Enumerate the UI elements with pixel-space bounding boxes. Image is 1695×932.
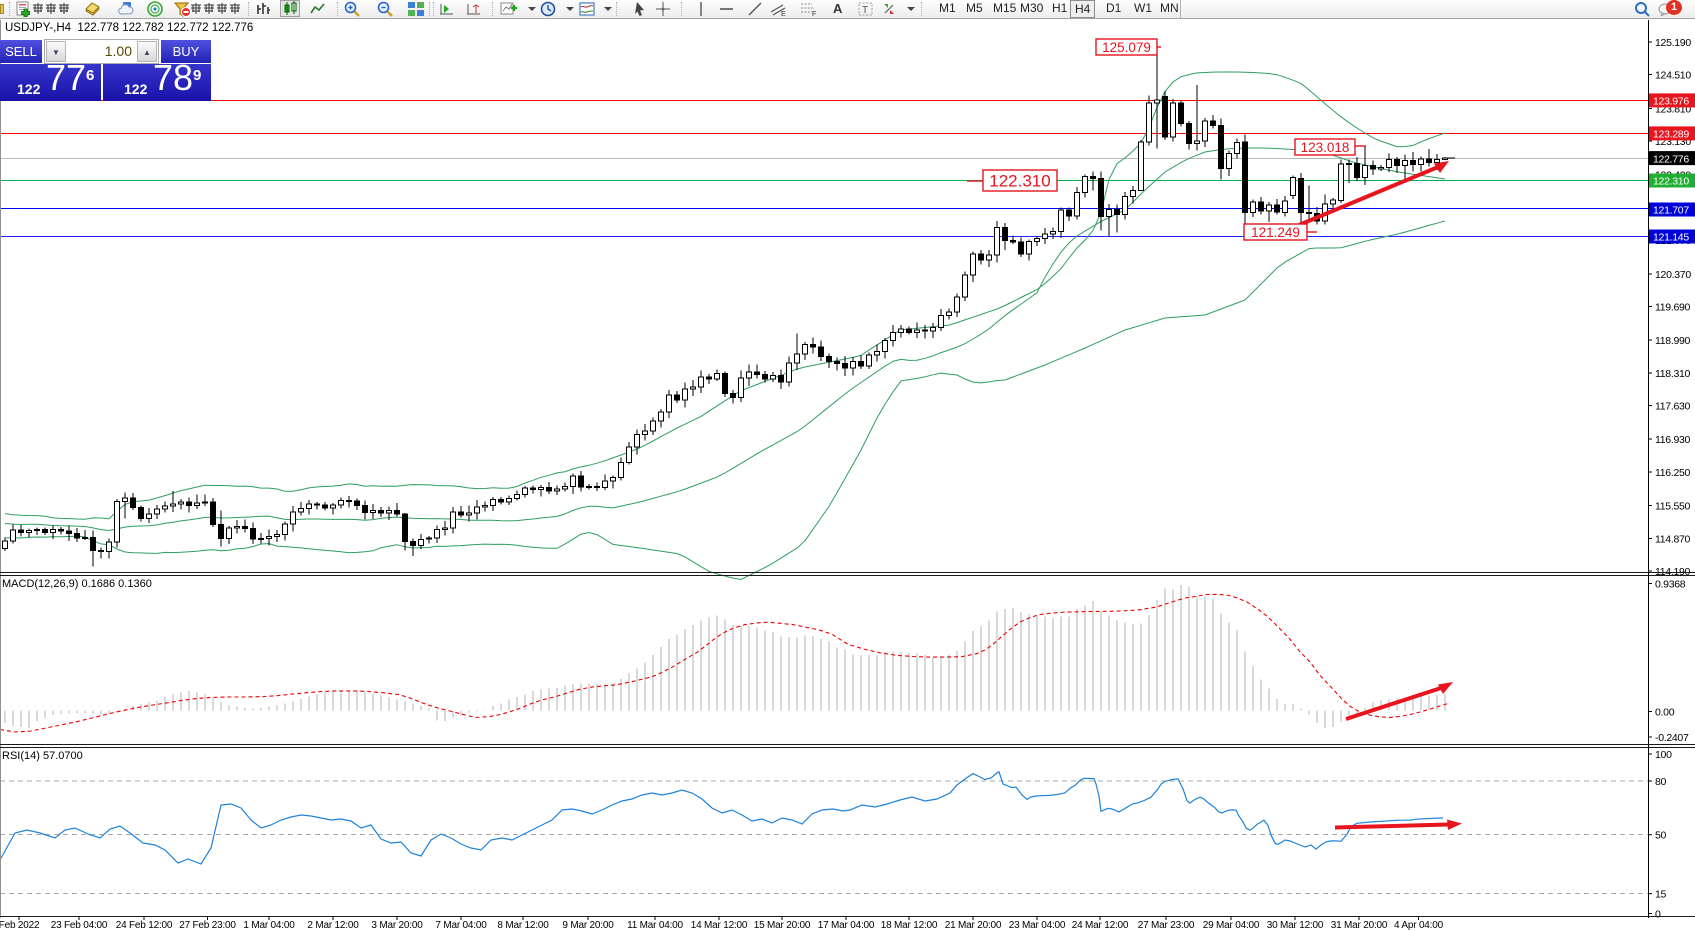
svg-text:30 Mar 12:00: 30 Mar 12:00: [1267, 920, 1324, 931]
svg-text:116.930: 116.930: [1655, 434, 1691, 446]
svg-text:17 Mar 04:00: 17 Mar 04:00: [818, 920, 875, 931]
svg-text:121.707: 121.707: [1653, 205, 1689, 217]
svg-text:120.370: 120.370: [1655, 269, 1691, 281]
svg-text:E: E: [781, 11, 786, 17]
svg-text:122.310: 122.310: [1653, 176, 1689, 188]
svg-text:124.510: 124.510: [1655, 70, 1691, 82]
svg-text:23 Mar 04:00: 23 Mar 04:00: [1009, 920, 1066, 931]
svg-text:114.870: 114.870: [1655, 533, 1691, 545]
svg-text:15: 15: [1655, 889, 1667, 901]
svg-text:50: 50: [1655, 830, 1667, 842]
svg-text:123.976: 123.976: [1653, 96, 1689, 108]
svg-text:100: 100: [1655, 749, 1672, 761]
svg-text:3 Mar 20:00: 3 Mar 20:00: [371, 920, 423, 931]
svg-text:2 Mar 12:00: 2 Mar 12:00: [307, 920, 359, 931]
svg-text:125.190: 125.190: [1655, 37, 1691, 49]
svg-text:11 Mar 04:00: 11 Mar 04:00: [627, 920, 683, 931]
svg-text:122.310: 122.310: [989, 172, 1050, 191]
svg-text:0.9368: 0.9368: [1655, 579, 1686, 591]
svg-text:4 Apr 04:00: 4 Apr 04:00: [1394, 920, 1444, 931]
svg-text:24 Mar 12:00: 24 Mar 12:00: [1072, 920, 1129, 931]
svg-text:7 Mar 04:00: 7 Mar 04:00: [435, 920, 487, 931]
svg-text:8 Mar 12:00: 8 Mar 12:00: [497, 920, 549, 931]
svg-text:117.630: 117.630: [1655, 401, 1691, 413]
svg-text:80: 80: [1655, 776, 1667, 788]
svg-text:Feb 2022: Feb 2022: [0, 920, 40, 931]
svg-text:T: T: [862, 5, 868, 16]
svg-text:18 Mar 12:00: 18 Mar 12:00: [881, 920, 938, 931]
svg-text:23 Feb 04:00: 23 Feb 04:00: [51, 920, 108, 931]
svg-text:1 Mar 04:00: 1 Mar 04:00: [243, 920, 295, 931]
svg-text:119.690: 119.690: [1655, 302, 1691, 314]
svg-text:-0.2407: -0.2407: [1655, 732, 1689, 744]
svg-text:0: 0: [1655, 909, 1661, 921]
svg-text:27 Feb 23:00: 27 Feb 23:00: [179, 920, 236, 931]
svg-text:24 Feb 12:00: 24 Feb 12:00: [116, 920, 173, 931]
svg-text:F: F: [812, 11, 816, 17]
svg-text:15 Mar 20:00: 15 Mar 20:00: [754, 920, 811, 931]
svg-text:21 Mar 20:00: 21 Mar 20:00: [945, 920, 1002, 931]
svg-text:123.018: 123.018: [1301, 140, 1350, 155]
svg-text:121.249: 121.249: [1251, 225, 1300, 240]
svg-text:0.00: 0.00: [1655, 707, 1675, 719]
svg-text:122.776: 122.776: [1653, 153, 1689, 165]
svg-text:118.990: 118.990: [1655, 335, 1691, 347]
svg-text:29 Mar 04:00: 29 Mar 04:00: [1203, 920, 1260, 931]
svg-text:116.250: 116.250: [1655, 467, 1691, 479]
svg-text:121.145: 121.145: [1653, 232, 1689, 244]
svg-text:27 Mar 23:00: 27 Mar 23:00: [1138, 920, 1195, 931]
svg-text:115.550: 115.550: [1655, 501, 1691, 513]
svg-text:125.079: 125.079: [1102, 40, 1151, 55]
svg-text:9 Mar 20:00: 9 Mar 20:00: [562, 920, 614, 931]
svg-text:118.310: 118.310: [1655, 368, 1691, 380]
svg-text:123.289: 123.289: [1653, 129, 1689, 141]
svg-text:31 Mar 20:00: 31 Mar 20:00: [1331, 920, 1388, 931]
svg-text:14 Mar 12:00: 14 Mar 12:00: [691, 920, 748, 931]
